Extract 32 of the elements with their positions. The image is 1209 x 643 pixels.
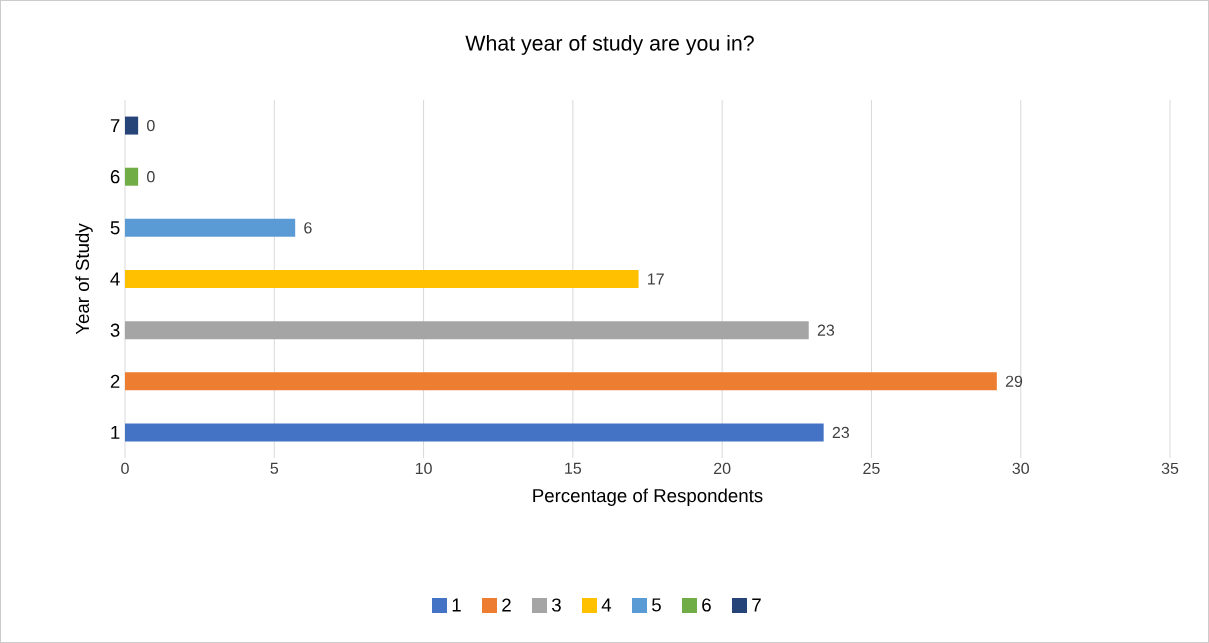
y-tick-label: 3 xyxy=(110,323,120,337)
data-label: 17 xyxy=(648,273,664,285)
y-tick-label: 4 xyxy=(110,272,120,286)
y-tick-label: 6 xyxy=(110,170,120,184)
x-axis-title: Percentage of Respondents xyxy=(533,488,763,506)
y-tick-label: 5 xyxy=(110,221,120,235)
x-tick-label: 15 xyxy=(565,462,582,474)
data-label: 23 xyxy=(817,324,835,336)
x-tick-label: 30 xyxy=(1012,462,1029,475)
chart-title: What year of study are you in? xyxy=(465,35,754,55)
data-label: 29 xyxy=(1005,375,1023,387)
legend-label: 6 xyxy=(702,598,711,612)
y-tick-label: 1 xyxy=(111,426,120,439)
y-tick-label: 7 xyxy=(110,119,120,132)
data-label: 23 xyxy=(832,426,850,439)
y-axis-title: Year of Study xyxy=(75,223,93,335)
legend-label: 7 xyxy=(752,598,761,612)
x-tick-label: 35 xyxy=(1161,462,1179,475)
legend-label: 2 xyxy=(502,598,511,612)
x-tick-label: 25 xyxy=(863,462,880,475)
x-tick-label: 10 xyxy=(415,462,432,475)
legend-label: 5 xyxy=(652,598,661,612)
x-tick-label: 0 xyxy=(121,462,129,475)
legend-label: 4 xyxy=(601,598,612,612)
legend-label: 1 xyxy=(452,598,461,612)
legend-label: 3 xyxy=(551,598,561,612)
data-label: 0 xyxy=(147,171,155,183)
data-label: 6 xyxy=(304,222,312,234)
y-tick-label: 2 xyxy=(110,374,120,388)
x-tick-label: 5 xyxy=(270,462,279,474)
data-label: 0 xyxy=(147,119,155,132)
x-tick-label: 20 xyxy=(714,462,731,475)
